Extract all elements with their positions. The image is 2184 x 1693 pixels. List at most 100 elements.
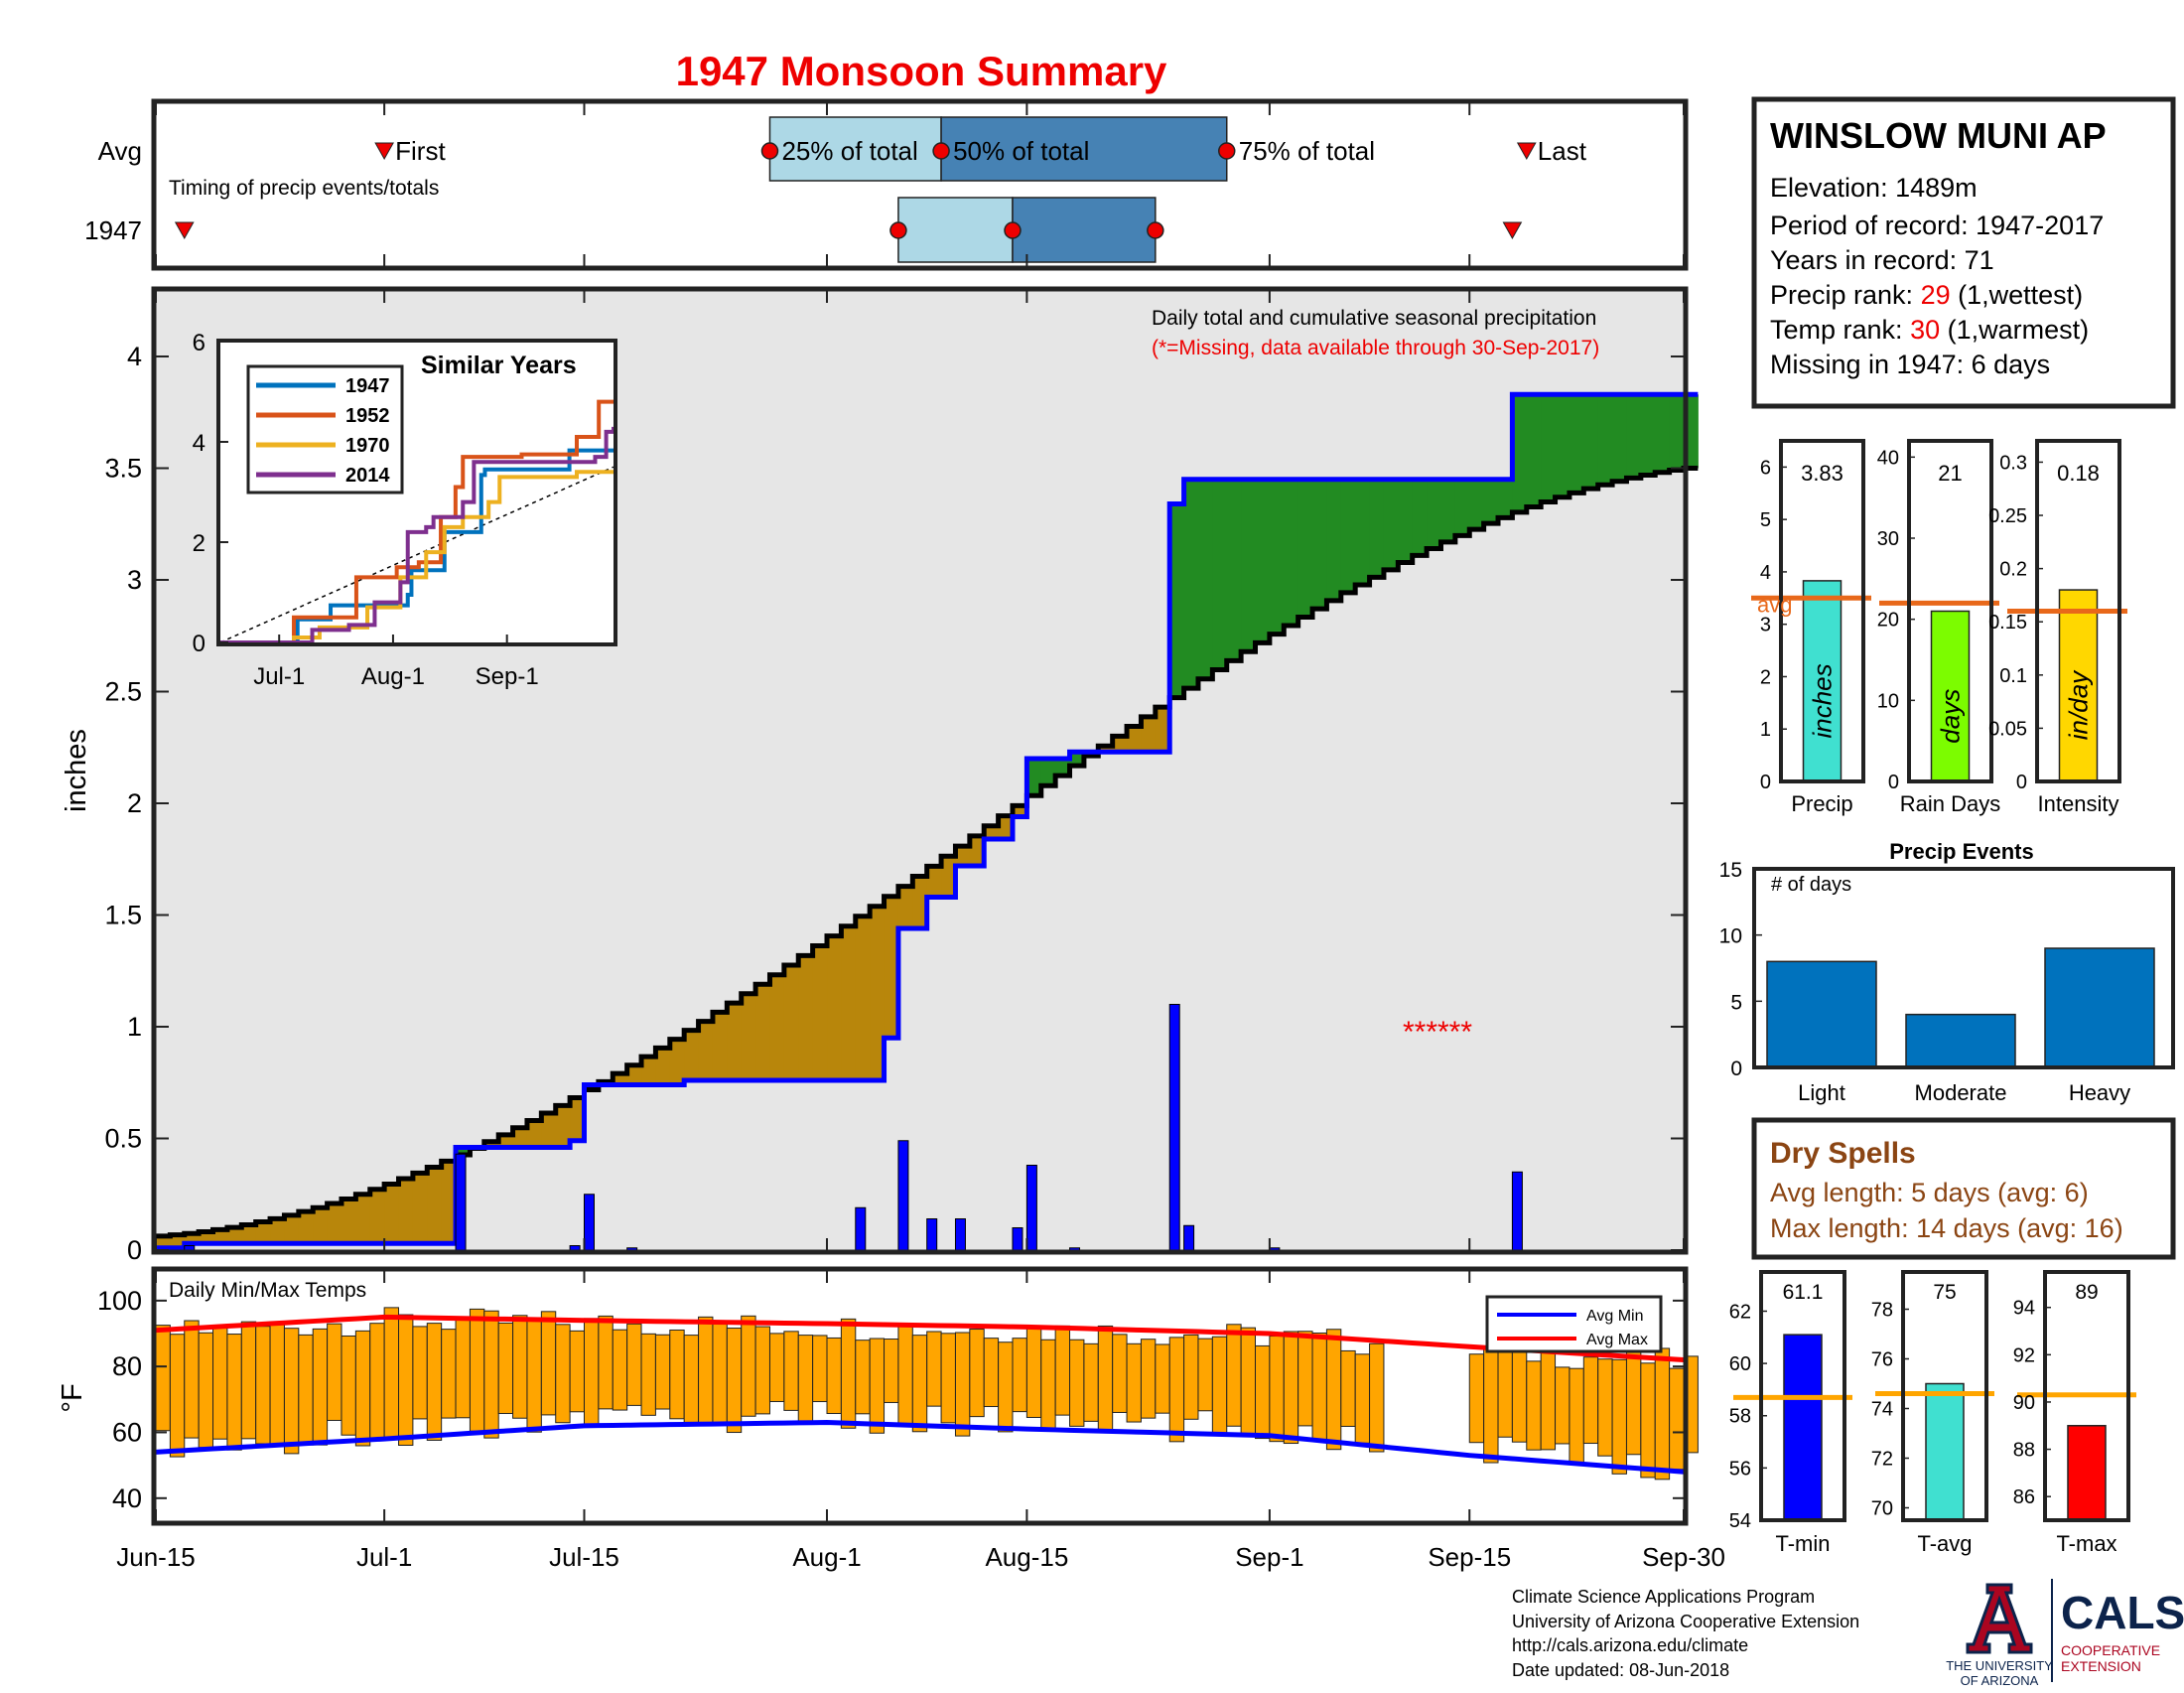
summary-value-bar xyxy=(1930,610,1971,782)
x-tick-label: Jul-1 xyxy=(356,1542,412,1572)
cumulative-difference-fill xyxy=(1169,503,1185,698)
summary-frame xyxy=(1907,439,1993,783)
cumulative-difference-fill xyxy=(184,1233,200,1244)
cumulative-difference-fill xyxy=(1183,479,1199,689)
y-tick-label: 0 xyxy=(127,1235,142,1265)
station-missing: Missing in 1947: 6 days xyxy=(1770,350,2050,379)
p50-marker xyxy=(1004,221,1022,239)
cumulative-difference-fill xyxy=(769,974,785,1080)
daily-temp-range-bar xyxy=(669,1329,685,1420)
cumulative-difference-fill xyxy=(1098,746,1114,753)
daily-temp-range-bar xyxy=(869,1338,886,1434)
events-tick-label: 10 xyxy=(1719,925,1742,948)
cumulative-difference-fill xyxy=(1483,479,1499,524)
daily-temp-range-bar xyxy=(369,1323,385,1442)
daily-temp-range-bar xyxy=(1197,1338,1213,1412)
summary-tick-label: 10 xyxy=(1877,690,1899,712)
daily-temp-range-bar xyxy=(184,1320,200,1439)
temp-rank-value: 30 xyxy=(1910,315,1940,345)
daily-temp-range-bar xyxy=(1311,1332,1327,1442)
daily-temp-range-bar xyxy=(797,1335,814,1424)
temp-summary-value-label: 75 xyxy=(1933,1281,1956,1304)
daily-temp-range-bar xyxy=(683,1335,700,1423)
cumulative-difference-fill xyxy=(1583,394,1599,490)
daily-precip-bar xyxy=(897,1140,909,1251)
average-cumulative-line xyxy=(156,466,1699,1239)
daily-temp-range-bar xyxy=(1269,1336,1285,1443)
summary-value-bar xyxy=(2058,589,2099,782)
daily-precip-bar xyxy=(1025,1165,1037,1251)
daily-temp-range-bar xyxy=(269,1322,285,1445)
daily-temp-range-bar xyxy=(1211,1336,1228,1435)
p25-label: 25% of total xyxy=(781,136,917,166)
daily-temp-range-bar xyxy=(1283,1331,1299,1445)
precip-frame xyxy=(151,286,1689,1255)
cumulative-difference-fill xyxy=(669,1039,685,1085)
summary-value-label: 21 xyxy=(1938,461,1962,486)
daily-temp-range-bar xyxy=(826,1337,842,1415)
daily-temp-range-bar xyxy=(940,1333,956,1424)
temp-summary-t-max: 86 88 90 92 94 89 T-max xyxy=(2013,1270,2136,1556)
daily-temp-range-bar xyxy=(1240,1327,1257,1438)
daily-temp-range-bar xyxy=(783,1331,799,1411)
temp-summary-tick-label: 74 xyxy=(1871,1399,1893,1421)
cals-wordmark: CALS xyxy=(2061,1587,2184,1638)
inset-average-line xyxy=(219,466,614,643)
ua-block-a-icon xyxy=(1966,1583,2033,1654)
daily-temp-range-bar xyxy=(1083,1342,1099,1422)
cumulative-difference-fill xyxy=(1112,736,1128,753)
cumulative-difference-fill xyxy=(855,916,871,1080)
daily-temp-range-bar xyxy=(1640,1362,1656,1479)
cumulative-difference-fill xyxy=(327,1202,342,1244)
daily-temp-range-bar xyxy=(1054,1325,1071,1416)
cumulative-difference-fill xyxy=(1640,394,1656,476)
temp-summary-bars: 54 56 58 60 62 61.1 T-min 70 72 74 76 78 75 T-avg 86 88… xyxy=(1729,1270,2136,1556)
last-event-marker xyxy=(1502,221,1523,240)
summary-tick-label: 4 xyxy=(1760,562,1771,584)
daily-temp-range-bar xyxy=(897,1325,913,1427)
daily-temp-range-bar xyxy=(726,1328,743,1434)
cumulative-difference-fill xyxy=(298,1211,314,1244)
inset-lines xyxy=(219,399,615,644)
daily-temp-range-bar xyxy=(768,1333,785,1402)
temp-label: Daily Min/Max Temps xyxy=(169,1279,366,1302)
daily-temp-range-bar xyxy=(1582,1356,1599,1445)
daily-temp-range-bar xyxy=(540,1311,557,1416)
cumulative-difference-fill xyxy=(1355,479,1371,586)
temp-summary-value-label: 89 xyxy=(2075,1281,2098,1304)
inset-y-tick-label: 0 xyxy=(193,631,205,657)
inset-x-tick-label: Aug-1 xyxy=(361,663,425,690)
cumulative-difference-fill xyxy=(1541,394,1557,502)
daily-temp-range-bar xyxy=(455,1319,471,1419)
dry-spells-box: Dry Spells Avg length: 5 days (avg: 6) M… xyxy=(1751,1117,2176,1260)
temp-summary-tick-label: 76 xyxy=(1871,1349,1893,1371)
precip-panel: 0 0.5 1 1.5 2 2.5 3 3.5 4 inches Daily total and… xyxy=(61,286,1699,1265)
summary-unit-label: in/day xyxy=(2064,669,2094,740)
temp-summary-tick-label: 62 xyxy=(1729,1301,1751,1323)
cumulative-difference-fill xyxy=(712,1012,728,1080)
cumulative-difference-fill xyxy=(156,1235,171,1248)
cumulative-difference-fill xyxy=(170,1234,186,1248)
cals-line-1: COOPERATIVE xyxy=(2061,1642,2160,1658)
footer-credits: Climate Science Applications Program Uni… xyxy=(1512,1587,1859,1680)
daily-temp-range-bar xyxy=(198,1332,214,1449)
cumulative-difference-fill xyxy=(1512,394,1528,512)
footer-line-3: http://cals.arizona.edu/climate xyxy=(1512,1635,1748,1655)
summary-tick-label: 20 xyxy=(1877,610,1899,632)
daily-precip-bar xyxy=(1168,1004,1180,1251)
cumulative-difference-fill xyxy=(1212,479,1228,670)
daily-temp-range-bar xyxy=(969,1329,985,1418)
timing-row-avg-label: Avg xyxy=(98,136,142,166)
daily-temp-range-bar xyxy=(698,1316,714,1425)
p75-marker xyxy=(1147,221,1164,239)
daily-temp-range-bar xyxy=(240,1321,257,1440)
summary-tick-label: 0.1 xyxy=(1999,665,2027,687)
daily-temp-range-bar xyxy=(398,1314,414,1446)
daily-temp-range-bar xyxy=(1097,1325,1114,1432)
summary-category-label: Rain Days xyxy=(1900,791,2000,816)
timing-panel: Avg 1947 Timing of precip events/totals … xyxy=(84,98,1689,271)
cumulative-difference-fill xyxy=(1383,479,1399,570)
daily-temp-range-bar xyxy=(1155,1343,1170,1414)
cumulative-difference-fill xyxy=(526,1120,542,1148)
temp-summary-tick-label: 90 xyxy=(2013,1392,2035,1414)
